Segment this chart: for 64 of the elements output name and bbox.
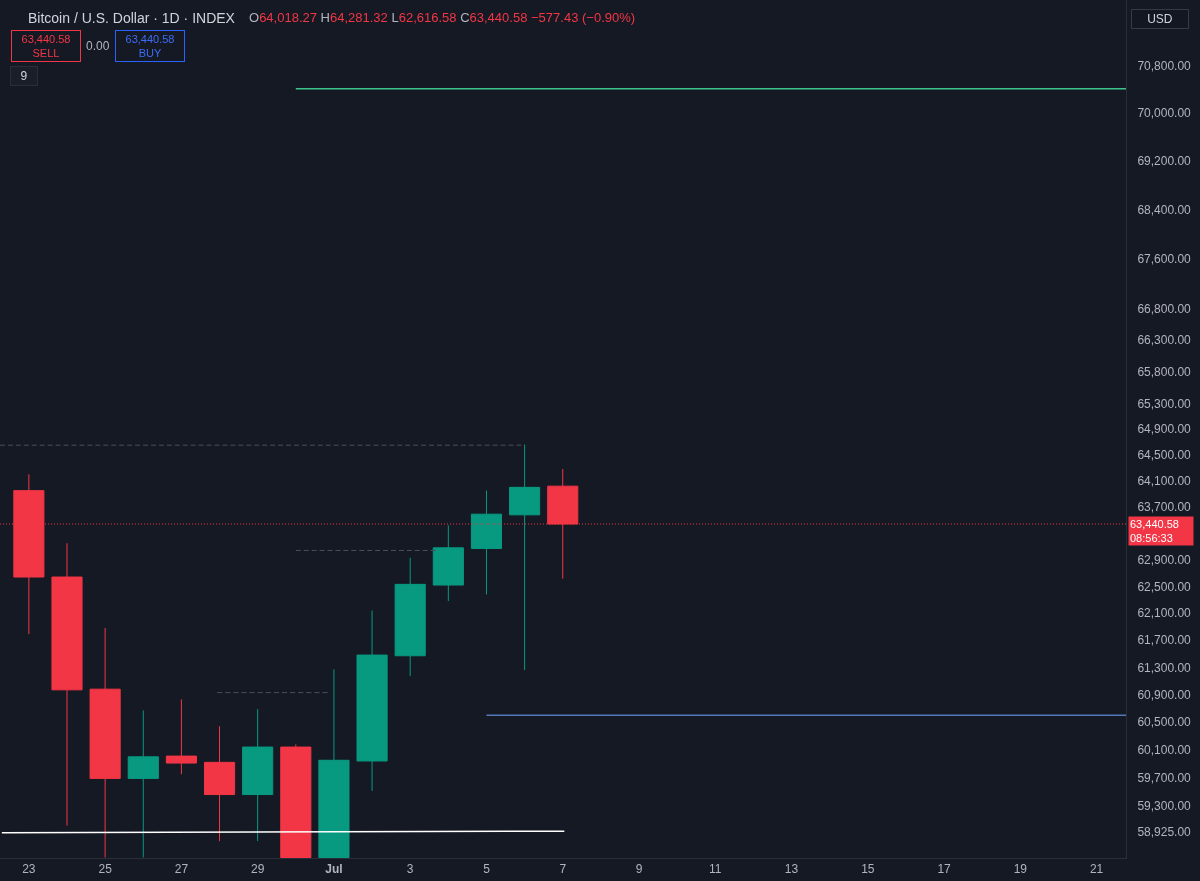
x-tick-label: 3 <box>406 862 414 877</box>
candlestick <box>509 444 541 671</box>
y-tick-label: 59,300.00 <box>1137 798 1192 813</box>
annotation: C63,440.58 <box>460 10 528 25</box>
candlestick <box>165 698 197 775</box>
y-tick-label: 70,800.00 <box>1137 59 1192 74</box>
candlestick <box>318 668 350 858</box>
y-tick-label: 64,900.00 <box>1137 422 1192 437</box>
annotation: −577.43 (−0.90%) <box>531 10 636 25</box>
y-tick-label: 69,200.00 <box>1137 154 1192 169</box>
x-tick-label: 15 <box>861 862 875 877</box>
y-tick-label: 70,000.00 <box>1137 106 1192 121</box>
candlestick <box>432 524 464 602</box>
x-tick-label: 9 <box>635 862 643 877</box>
x-tick-label: 23 <box>22 862 36 877</box>
x-tick-label: 21 <box>1089 862 1104 877</box>
y-tick-label: 66,800.00 <box>1137 301 1192 316</box>
y-tick-label: 66,300.00 <box>1137 333 1192 348</box>
x-tick-label: 17 <box>937 862 952 877</box>
x-tick-label: 29 <box>250 862 265 877</box>
candlestick <box>242 708 274 842</box>
x-tick-label: 27 <box>174 862 189 877</box>
y-tick-label: 60,100.00 <box>1137 743 1192 758</box>
y-tick-label: 62,100.00 <box>1137 606 1192 621</box>
annotation: H64,281.32 <box>320 10 388 25</box>
x-tick-label: 19 <box>1013 862 1028 877</box>
y-tick-label: 65,800.00 <box>1137 364 1192 379</box>
x-tick-label: 13 <box>784 862 799 877</box>
y-tick-label: 62,900.00 <box>1137 552 1192 567</box>
annotation: 63,440.58 SELL <box>21 33 71 60</box>
annotation: 9 <box>20 69 28 83</box>
y-tick-label: 62,500.00 <box>1137 579 1192 594</box>
annotation: O64,018.27 <box>249 10 317 25</box>
y-tick-label: 63,700.00 <box>1137 500 1192 515</box>
candlestick <box>51 542 83 827</box>
x-tick-label: 7 <box>559 862 567 877</box>
candlestick <box>127 709 159 858</box>
x-tick-label: 25 <box>98 862 113 877</box>
annotation: 0.00 <box>86 39 110 53</box>
candlestick <box>203 725 236 842</box>
y-tick-label: 65,300.00 <box>1137 396 1192 411</box>
y-tick-label: 60,900.00 <box>1137 687 1192 702</box>
candlestick <box>470 490 503 595</box>
text: Bitcoin / U.S. Dollar · 1D · INDEX <box>28 9 236 26</box>
y-tick-label: 61,700.00 <box>1137 633 1192 648</box>
candlestick <box>280 743 312 858</box>
y-tick-label: 64,100.00 <box>1137 474 1192 489</box>
annotation: 63,440.58 BUY <box>125 33 175 60</box>
text: USD <box>1147 12 1173 26</box>
annotation: L62,616.58 <box>391 10 457 25</box>
candlestick <box>394 557 426 677</box>
y-tick-label: 59,700.00 <box>1137 770 1192 785</box>
candlestick <box>356 609 388 792</box>
x-tick-label: 11 <box>709 862 722 877</box>
candlestick <box>89 627 121 858</box>
y-tick-label: 61,300.00 <box>1137 660 1192 675</box>
x-tick-label: 5 <box>483 862 491 877</box>
y-tick-label: 58,925.00 <box>1137 825 1192 840</box>
ref-line-label: 63,440.58 08:56:33 <box>1130 518 1179 545</box>
x-tick-label: Jul <box>325 862 343 877</box>
y-tick-label: 64,500.00 <box>1137 448 1192 463</box>
y-tick-label: 68,400.00 <box>1137 202 1192 217</box>
y-tick-label: 67,600.00 <box>1137 252 1192 267</box>
y-tick-label: 60,500.00 <box>1137 715 1192 730</box>
